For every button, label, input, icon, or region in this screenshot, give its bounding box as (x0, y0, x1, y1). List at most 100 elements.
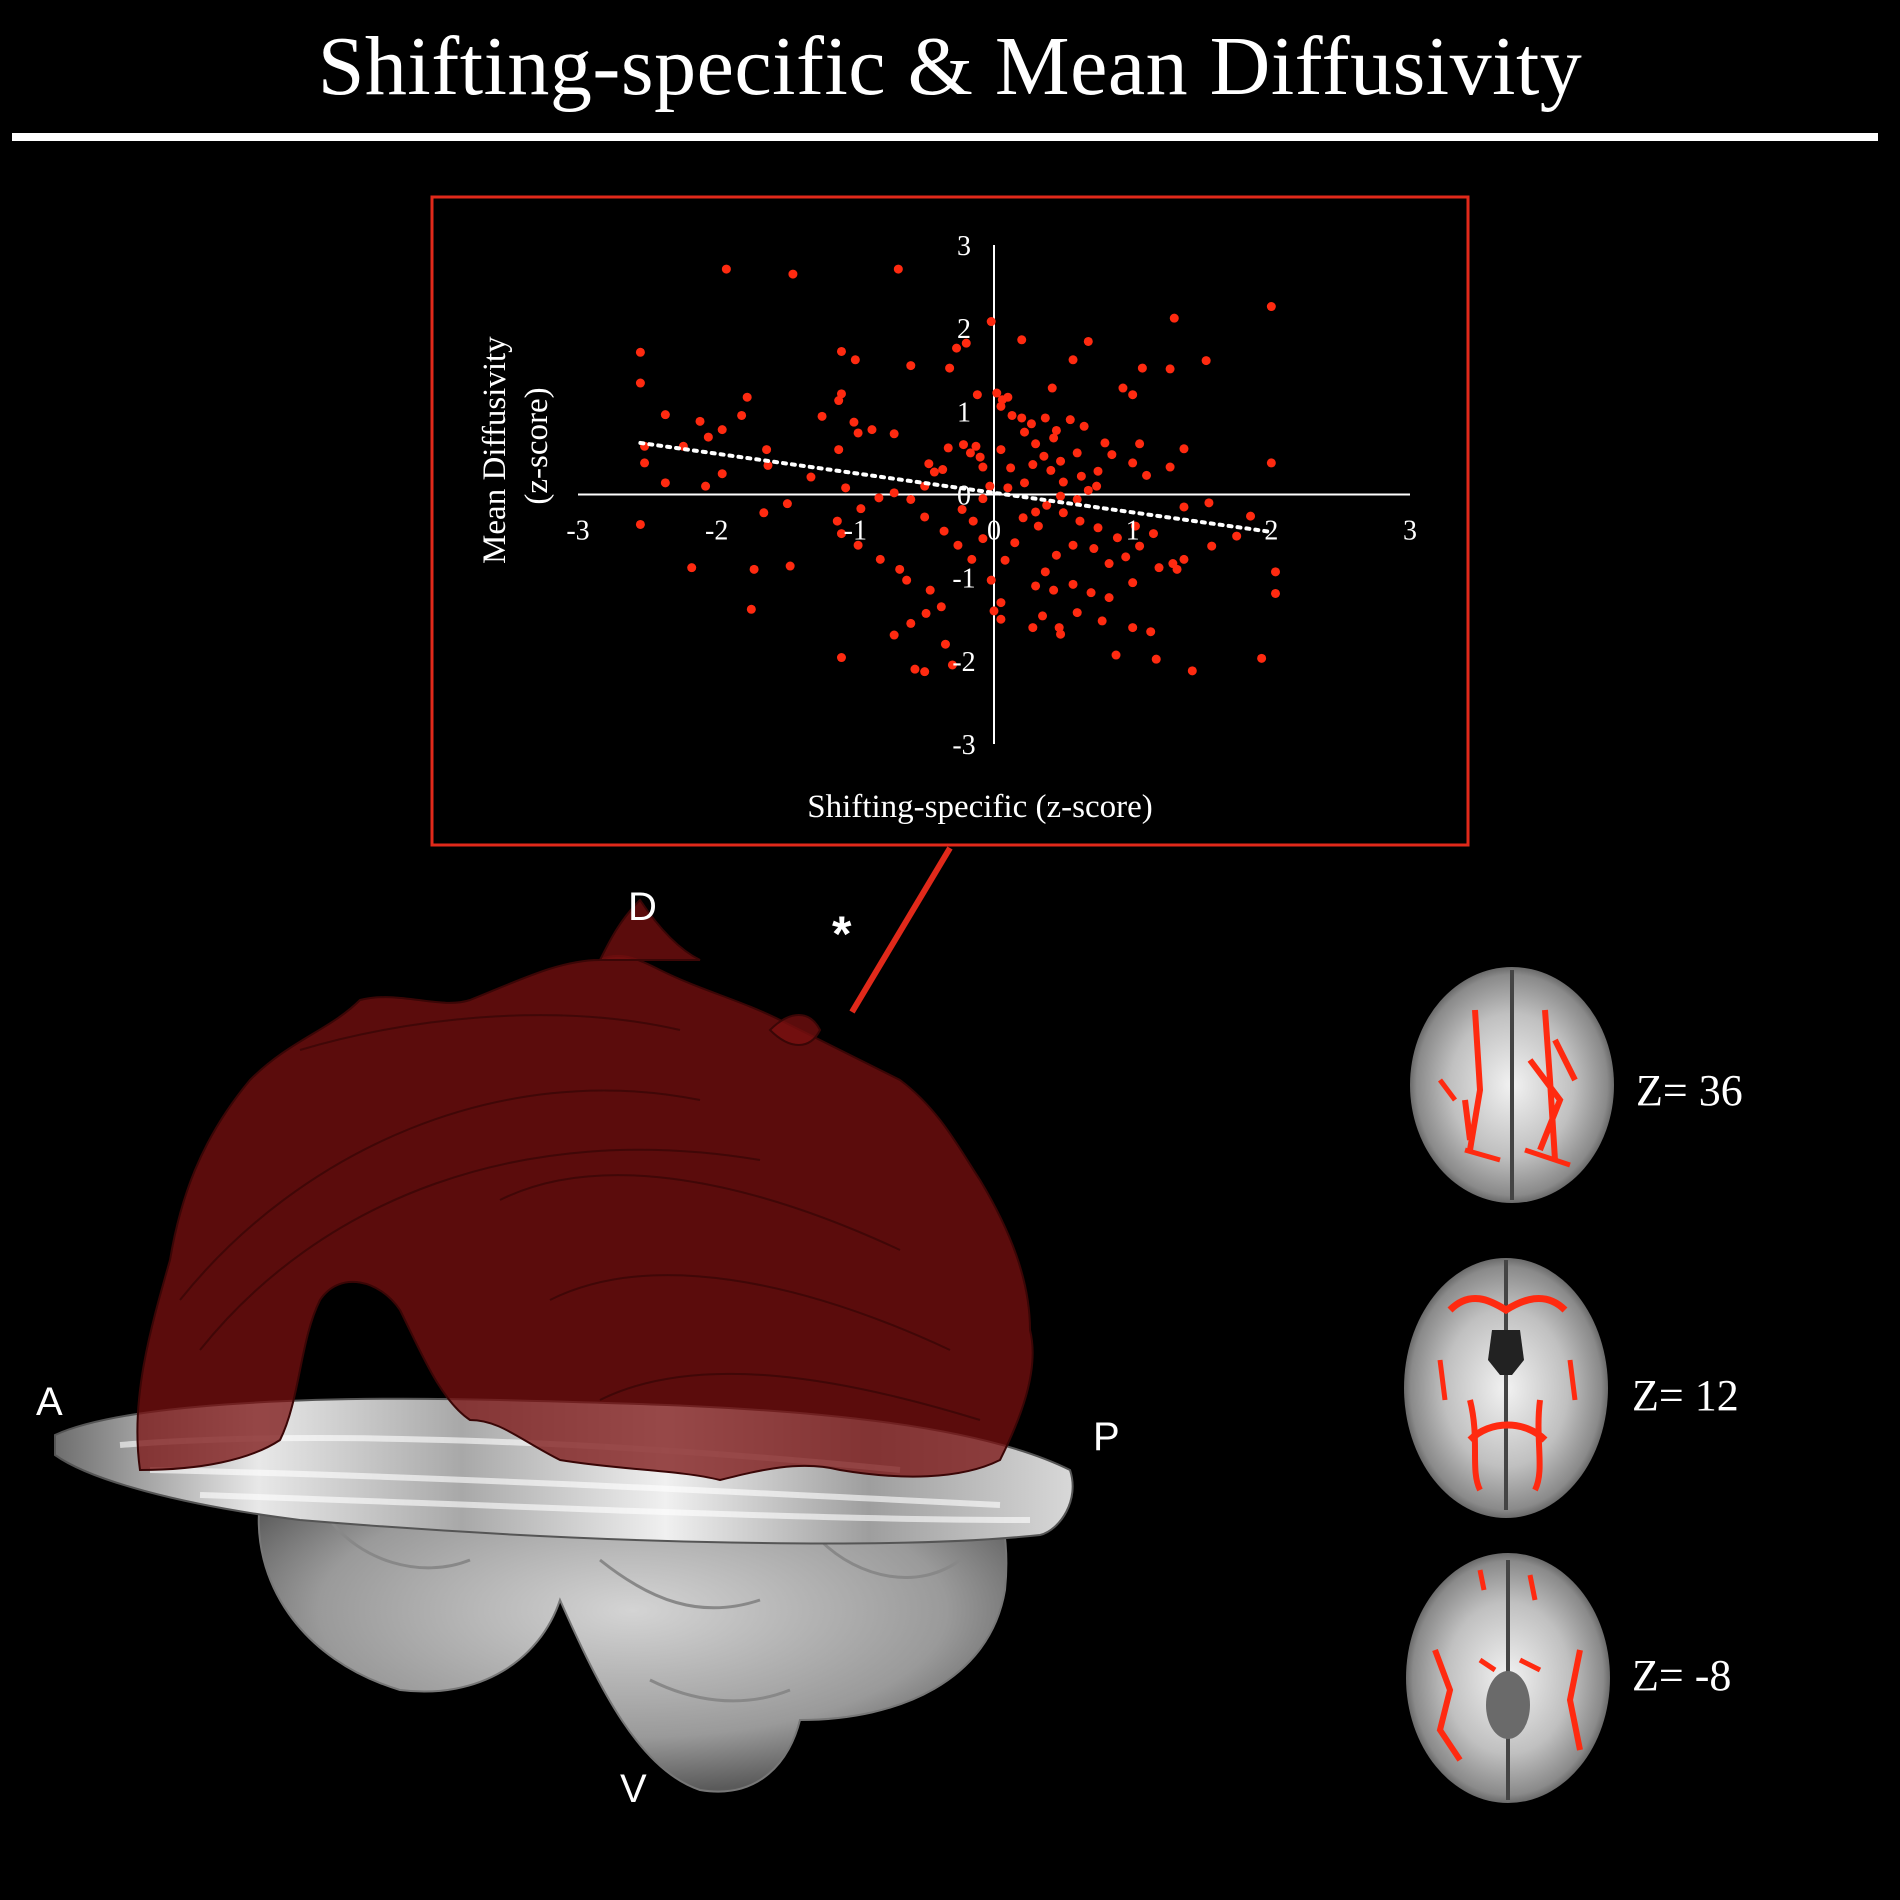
data-point (978, 534, 988, 544)
data-point (967, 554, 977, 564)
data-point (1056, 491, 1066, 501)
dorsal-label: D (628, 885, 657, 929)
y-tick-label: 3 (957, 231, 971, 262)
data-point (749, 564, 759, 574)
data-point (1058, 508, 1068, 518)
data-point (1051, 425, 1061, 435)
y-tick-label: 1 (957, 397, 971, 428)
data-point (746, 604, 756, 614)
tract-texture (179, 1014, 981, 1421)
data-point (1086, 588, 1096, 598)
data-point (703, 432, 713, 442)
data-point (1026, 419, 1036, 429)
data-point (940, 639, 950, 649)
data-point (1148, 529, 1158, 539)
data-point (836, 529, 846, 539)
data-point (1092, 481, 1102, 491)
data-point (1006, 463, 1016, 473)
data-point (1154, 563, 1164, 573)
data-point (687, 563, 697, 573)
data-point (996, 445, 1006, 455)
y-axis-label-line1: Mean Diffusivity (477, 336, 513, 564)
data-point (853, 428, 863, 438)
data-point (906, 361, 916, 371)
data-point (1003, 483, 1013, 493)
data-point (943, 443, 953, 453)
slice-label-z-8: Z= -8 (1632, 1651, 1732, 1700)
data-point (1201, 356, 1211, 366)
y-tick-label: -1 (952, 564, 975, 595)
data-point (1018, 513, 1028, 523)
data-point (1204, 498, 1214, 508)
data-point (1165, 462, 1175, 472)
data-point (759, 508, 769, 518)
slice-label-z12: Z= 12 (1632, 1371, 1739, 1420)
data-point (986, 575, 996, 585)
data-point (1047, 383, 1057, 393)
data-point (782, 499, 792, 509)
data-point (953, 540, 963, 550)
data-point (938, 465, 948, 475)
data-point (1038, 611, 1048, 621)
data-point (1270, 588, 1280, 598)
data-point (1179, 554, 1189, 564)
data-point (924, 459, 934, 469)
data-point (817, 411, 827, 421)
data-point (660, 478, 670, 488)
slice-z-8 (1406, 1553, 1610, 1803)
data-point (1020, 478, 1030, 488)
data-point (906, 618, 916, 628)
data-point (635, 378, 645, 388)
data-point (635, 519, 645, 529)
data-point (640, 458, 650, 468)
data-point (1104, 593, 1114, 603)
data-point (1056, 456, 1066, 466)
data-point (1033, 521, 1043, 531)
data-point (947, 660, 957, 670)
data-point (1058, 477, 1068, 487)
data-point (957, 504, 967, 514)
y-axis-label-line2: (z-score) (519, 387, 555, 504)
y-tick-label: -3 (952, 730, 975, 761)
data-point (841, 483, 851, 493)
data-point (975, 452, 985, 462)
data-point (701, 481, 711, 491)
slice-z12 (1404, 1258, 1608, 1518)
data-point (1031, 581, 1041, 591)
data-point (1165, 364, 1175, 374)
data-point (1068, 540, 1078, 550)
data-point (920, 512, 930, 522)
data-point (1104, 559, 1114, 569)
y-tick-label: -2 (952, 647, 975, 678)
data-point (1031, 439, 1041, 449)
data-point (832, 516, 842, 526)
data-point (1068, 355, 1078, 365)
trendline (638, 440, 1274, 534)
data-point (850, 355, 860, 365)
data-point (834, 445, 844, 455)
data-point (920, 667, 930, 677)
data-point (996, 598, 1006, 608)
data-point (695, 416, 705, 426)
data-point (1039, 451, 1049, 461)
data-point (856, 504, 866, 514)
data-point (867, 425, 877, 435)
data-point (945, 363, 955, 373)
data-point (929, 467, 939, 477)
x-tick-label: 1 (1126, 516, 1140, 547)
x-tick-label: 2 (1264, 516, 1278, 547)
data-point (737, 410, 747, 420)
data-point (1266, 458, 1276, 468)
data-point (1076, 471, 1086, 481)
y-tick-label: 0 (957, 481, 971, 512)
data-point (985, 481, 995, 491)
data-point (836, 653, 846, 663)
data-point (1100, 438, 1110, 448)
data-point (1257, 653, 1267, 663)
slice-label-z36: Z= 36 (1636, 1066, 1743, 1115)
data-point (921, 608, 931, 618)
data-point (925, 585, 935, 595)
data-point (717, 425, 727, 435)
